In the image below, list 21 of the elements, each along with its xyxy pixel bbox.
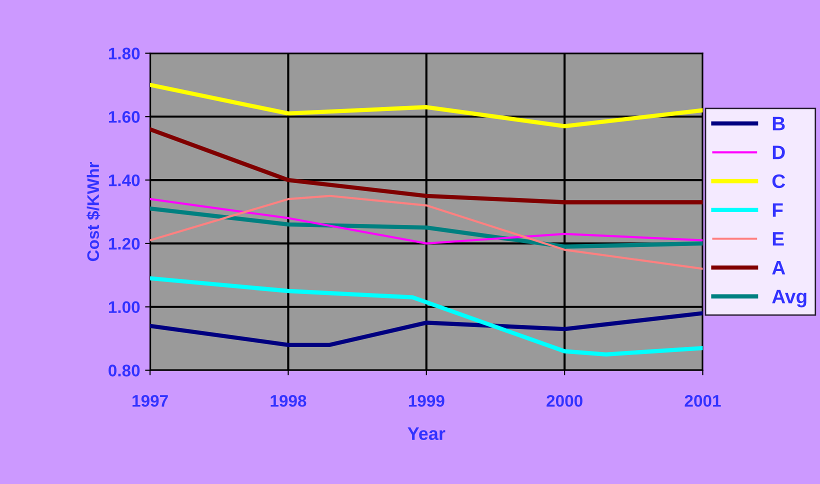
legend-label: A <box>772 261 786 274</box>
y-tick-label: 1.40 <box>108 174 140 186</box>
x-tick-label: 1999 <box>408 395 444 407</box>
y-tick-label: 1.60 <box>108 111 140 123</box>
x-tick-label: 2000 <box>546 395 582 407</box>
y-axis-title: Cost $/KWhr <box>86 162 100 262</box>
legend-label: F <box>772 203 783 217</box>
legend-label: E <box>772 232 784 246</box>
x-tick-label: 1998 <box>270 395 306 407</box>
x-tick-label: 1997 <box>132 395 168 407</box>
y-tick-label: 1.00 <box>108 301 140 314</box>
y-tick-label: 1.20 <box>108 238 140 250</box>
x-tick-label: 2001 <box>684 395 721 407</box>
x-axis-title: Year <box>408 427 446 440</box>
legend-label: D <box>772 146 785 160</box>
line-series <box>150 311 703 347</box>
legend-label: C <box>772 174 786 188</box>
legend-label: B <box>772 116 785 130</box>
y-tick-label: 1.80 <box>108 48 140 60</box>
y-tick-label: 0.80 <box>108 364 140 376</box>
legend-label: Avg <box>772 290 806 308</box>
